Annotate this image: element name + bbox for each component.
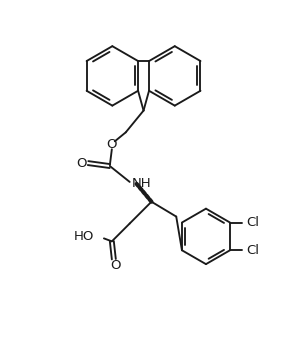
Text: O: O (107, 138, 117, 151)
Text: O: O (76, 157, 86, 170)
Text: Cl: Cl (246, 216, 259, 229)
Text: HO: HO (74, 230, 94, 243)
Text: O: O (111, 259, 121, 272)
Text: Cl: Cl (246, 244, 259, 257)
Text: NH: NH (132, 177, 151, 190)
